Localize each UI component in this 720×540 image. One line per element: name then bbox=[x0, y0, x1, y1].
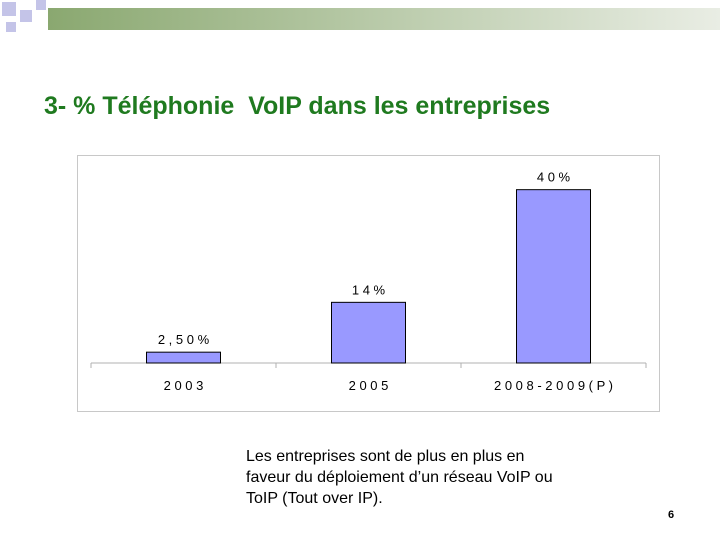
bar bbox=[146, 351, 221, 364]
slide-title: 3- % Téléphonie VoIP dans les entreprise… bbox=[44, 92, 551, 120]
decorative-square bbox=[6, 22, 16, 32]
data-label: 1 4 % bbox=[352, 282, 386, 297]
chart-area: 2 , 5 0 % 2 0 0 3 1 4 % 2 0 0 5 4 0 % 2 0 0 8… bbox=[77, 155, 660, 412]
bar bbox=[331, 301, 406, 364]
bar-chart: 2 , 5 0 % 2 0 0 3 1 4 % 2 0 0 5 4 0 % 2 0 0 8… bbox=[90, 170, 647, 393]
x-tick-label: 2 0 0 3 bbox=[164, 378, 204, 393]
data-label: 2 , 5 0 % bbox=[158, 332, 210, 347]
decorative-square bbox=[2, 2, 16, 16]
decorative-square bbox=[36, 0, 46, 10]
data-label: 4 0 % bbox=[537, 170, 571, 185]
page-number: 6 bbox=[668, 509, 675, 521]
bar bbox=[516, 189, 591, 364]
header-decoration bbox=[2, 0, 720, 32]
decorative-square bbox=[20, 10, 32, 22]
x-tick-label: 2 0 0 8 - 2 0 0 9 ( P ) bbox=[494, 378, 613, 393]
header-band bbox=[48, 8, 720, 30]
x-tick-label: 2 0 0 5 bbox=[349, 378, 389, 393]
slide-caption: Les entreprises sont de plus en plus en … bbox=[246, 448, 553, 507]
